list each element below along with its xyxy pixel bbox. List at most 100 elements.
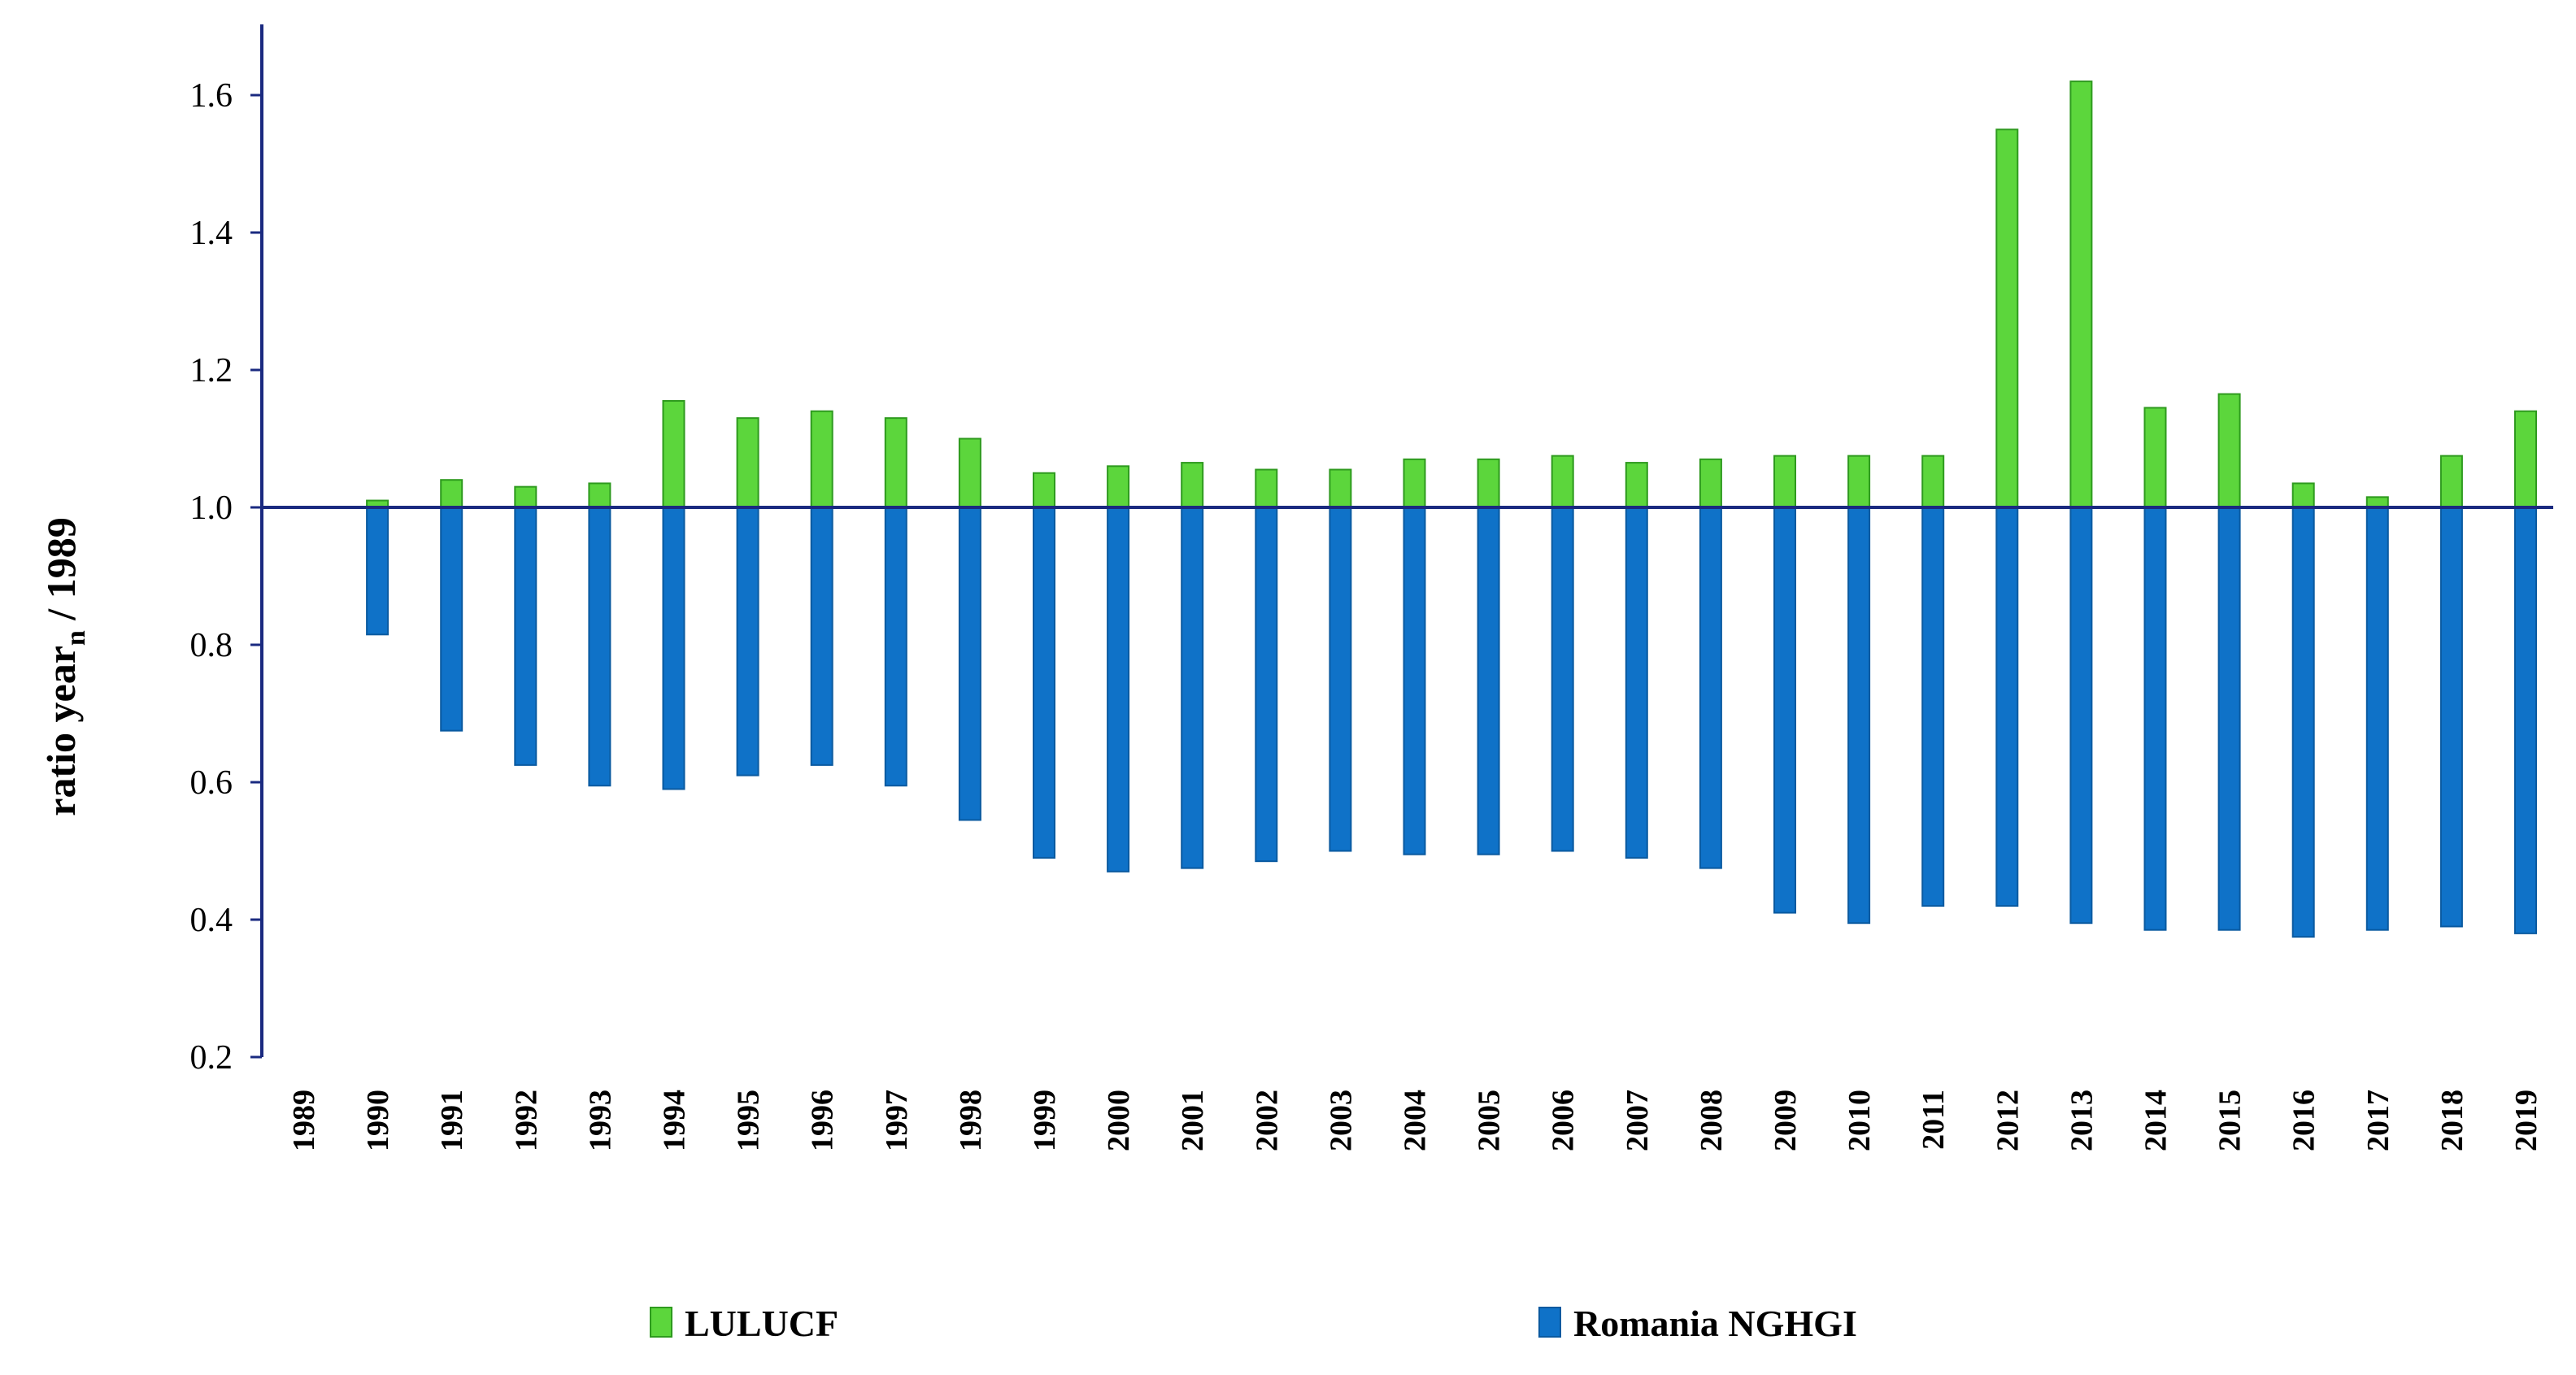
x-tick-label: 1999: [1028, 1090, 1062, 1151]
bar-lulucf: [2291, 482, 2315, 508]
x-tick-label: 2005: [1473, 1090, 1507, 1151]
bar-romania-nghgi: [2143, 507, 2167, 931]
bar-romania-nghgi: [662, 507, 685, 790]
bar-romania-nghgi: [1329, 507, 1352, 852]
bar-romania-nghgi: [884, 507, 907, 787]
x-tick-label: 1996: [806, 1090, 840, 1151]
y-axis-title: ratio yearn / 1989: [38, 517, 91, 816]
y-tick-label: 1.6: [190, 77, 233, 115]
x-tick-label: 2013: [2065, 1090, 2099, 1151]
bar-lulucf: [1625, 462, 1648, 509]
y-tick-label: 0.6: [190, 764, 233, 802]
bar-lulucf: [1033, 472, 1055, 508]
bar-romania-nghgi: [1551, 507, 1574, 852]
x-tick-label: 1990: [361, 1090, 395, 1151]
x-tick-label: 2014: [2139, 1090, 2174, 1151]
bar-romania-nghgi: [1773, 507, 1796, 914]
bar-lulucf: [2514, 410, 2537, 509]
bar-romania-nghgi: [2069, 507, 2093, 925]
legend-item-lulucf: LULUCF: [650, 1303, 838, 1344]
x-tick-label: 1993: [583, 1090, 617, 1151]
bar-romania-nghgi: [1847, 507, 1871, 925]
bar-lulucf: [1773, 455, 1796, 508]
x-tick-label: 2007: [1621, 1090, 1655, 1151]
legend-swatch-lulucf: [650, 1307, 672, 1338]
bar-lulucf: [1995, 128, 2019, 508]
bar-romania-nghgi: [736, 507, 759, 777]
legend: LULUCF Romania NGHGI: [650, 1303, 1857, 1344]
bar-lulucf: [2069, 80, 2093, 509]
bar-romania-nghgi: [1699, 507, 1722, 869]
x-tick-label: 2019: [2509, 1090, 2543, 1151]
y-axis-ticks: 0.2 0.4 0.6 0.8 1.0 1.2 1.4 1.6: [190, 77, 262, 1077]
x-tick-label: 1994: [658, 1090, 692, 1151]
x-tick-label: 2009: [1769, 1090, 1803, 1151]
y-tick-label: 0.2: [190, 1039, 233, 1077]
bar-lulucf: [1477, 458, 1500, 508]
bar-romania-nghgi: [1033, 507, 1055, 859]
bar-romania-nghgi: [2514, 507, 2537, 934]
bar-lulucf: [440, 479, 463, 509]
bar-romania-nghgi: [1255, 507, 1278, 863]
x-tick-label: 2006: [1547, 1090, 1581, 1151]
x-tick-label: 2015: [2213, 1090, 2247, 1151]
bar-lulucf: [1181, 462, 1204, 509]
legend-label-lulucf: LULUCF: [685, 1303, 838, 1344]
bar-lulucf: [1847, 455, 1871, 508]
bar-lulucf: [884, 417, 907, 509]
x-tick-label: 1989: [287, 1090, 321, 1151]
y-axis-title-main: ratio year: [38, 646, 84, 816]
bar-lulucf: [958, 437, 981, 508]
bar-romania-nghgi: [1921, 507, 1945, 907]
legend-label-romania-nghgi: Romania NGHGI: [1573, 1303, 1857, 1344]
bar-lulucf: [1329, 468, 1352, 509]
bar-lulucf: [588, 482, 611, 508]
x-tick-label: 2016: [2287, 1090, 2321, 1151]
x-tick-label: 2008: [1695, 1090, 1729, 1151]
bar-romania-nghgi: [958, 507, 981, 821]
bar-lulucf: [736, 417, 759, 509]
bar-romania-nghgi: [1995, 507, 2019, 907]
bar-lulucf: [1403, 458, 1426, 508]
legend-swatch-romania-nghgi: [1538, 1307, 1561, 1338]
x-tick-label: 2001: [1176, 1090, 1210, 1151]
bar-romania-nghgi: [366, 507, 389, 636]
x-tick-label: 1997: [880, 1090, 914, 1151]
bar-romania-nghgi: [1625, 507, 1648, 859]
x-tick-label: 2004: [1399, 1090, 1433, 1151]
bars-group: [366, 80, 2537, 938]
x-tick-label: 2000: [1102, 1090, 1136, 1151]
bar-romania-nghgi: [1403, 507, 1426, 855]
x-tick-label: 1998: [954, 1090, 988, 1151]
bar-romania-nghgi: [1181, 507, 1204, 869]
bar-lulucf: [1921, 455, 1945, 508]
bar-lulucf: [662, 400, 685, 508]
y-tick-label: 0.4: [190, 902, 233, 939]
x-tick-label: 2010: [1843, 1090, 1877, 1151]
y-axis-title-subscript: n: [61, 630, 91, 646]
bar-lulucf: [2217, 393, 2241, 509]
y-tick-label: 1.2: [190, 352, 233, 389]
bar-lulucf: [1107, 465, 1130, 508]
bar-romania-nghgi: [440, 507, 463, 732]
x-tick-label: 2018: [2435, 1090, 2469, 1151]
x-tick-label: 1991: [435, 1090, 469, 1151]
bar-romania-nghgi: [2291, 507, 2315, 938]
y-tick-label: 1.0: [190, 490, 233, 527]
x-tick-label: 2002: [1250, 1090, 1284, 1151]
x-axis-ticks: 1989 1990 1991 1992 1993 1994 1995 1996 1997 1998…: [287, 1090, 2543, 1151]
x-tick-label: 2017: [2361, 1090, 2395, 1151]
bar-romania-nghgi: [2439, 507, 2463, 928]
x-tick-label: 2011: [1917, 1090, 1951, 1150]
x-tick-label: 1992: [509, 1090, 543, 1151]
bar-romania-nghgi: [1477, 507, 1500, 855]
bar-lulucf: [810, 410, 833, 509]
bar-romania-nghgi: [810, 507, 833, 766]
legend-item-romania-nghgi: Romania NGHGI: [1538, 1303, 1857, 1344]
bar-romania-nghgi: [588, 507, 611, 787]
x-tick-label: 2003: [1324, 1090, 1358, 1151]
y-tick-label: 1.4: [190, 215, 233, 252]
bar-lulucf: [2439, 455, 2463, 508]
bar-lulucf: [514, 485, 537, 509]
